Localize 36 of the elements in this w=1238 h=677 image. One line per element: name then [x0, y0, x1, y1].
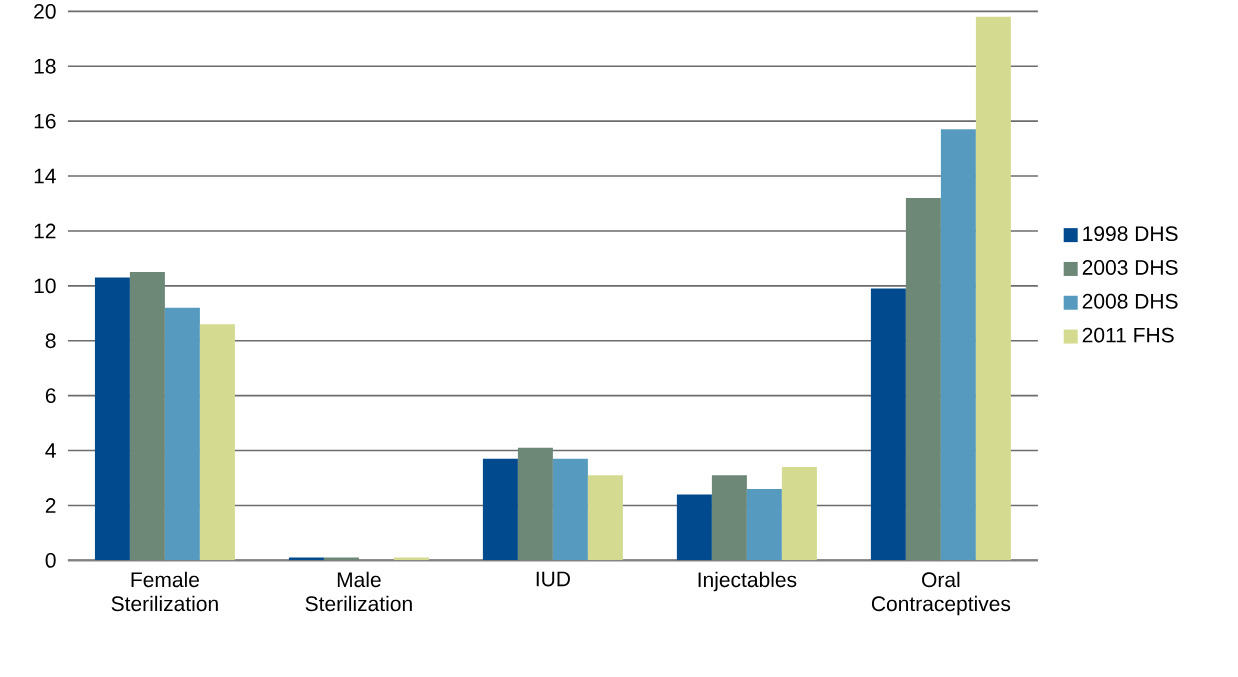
bar [676, 494, 712, 561]
x-tick-label: Male Sterilization [305, 571, 412, 612]
x-tick-label: Oral Contraceptives [871, 571, 1011, 616]
y-tick-label: 12 [34, 223, 56, 239]
bar [94, 277, 130, 561]
y-tick-label: 4 [45, 443, 56, 458]
legend-label: 1998 DHS [1083, 226, 1178, 242]
y-tick-label: 0 [45, 552, 56, 568]
bar [905, 197, 941, 561]
x-tick-label: Female Sterilization [111, 571, 218, 612]
y-tick-label: 10 [34, 278, 56, 294]
bar [552, 458, 588, 561]
bar [746, 488, 782, 561]
bar [587, 475, 623, 561]
bar [781, 467, 817, 561]
y-tick-label: 2 [45, 498, 56, 513]
bar [517, 447, 553, 561]
y-tick-label: 6 [45, 388, 56, 404]
bar [711, 475, 747, 561]
legend-label: 2008 DHS [1082, 293, 1178, 309]
legend-label: 2003 DHS [1082, 260, 1178, 275]
legend-label: 2011 FHS [1082, 327, 1174, 343]
x-tick-label: Injectables [698, 571, 797, 592]
y-tick-label: 8 [45, 333, 56, 349]
y-tick-label: 18 [34, 58, 56, 74]
bar [129, 272, 165, 561]
bar [164, 307, 200, 561]
bar [199, 324, 235, 561]
y-tick-label: 16 [34, 113, 56, 129]
bar [975, 16, 1011, 561]
bar [940, 129, 976, 561]
y-tick-label: 14 [34, 168, 56, 184]
bar [870, 288, 906, 561]
y-tick-label: 20 [34, 3, 56, 19]
bar [482, 458, 518, 561]
x-tick-label: IUD [536, 571, 570, 587]
